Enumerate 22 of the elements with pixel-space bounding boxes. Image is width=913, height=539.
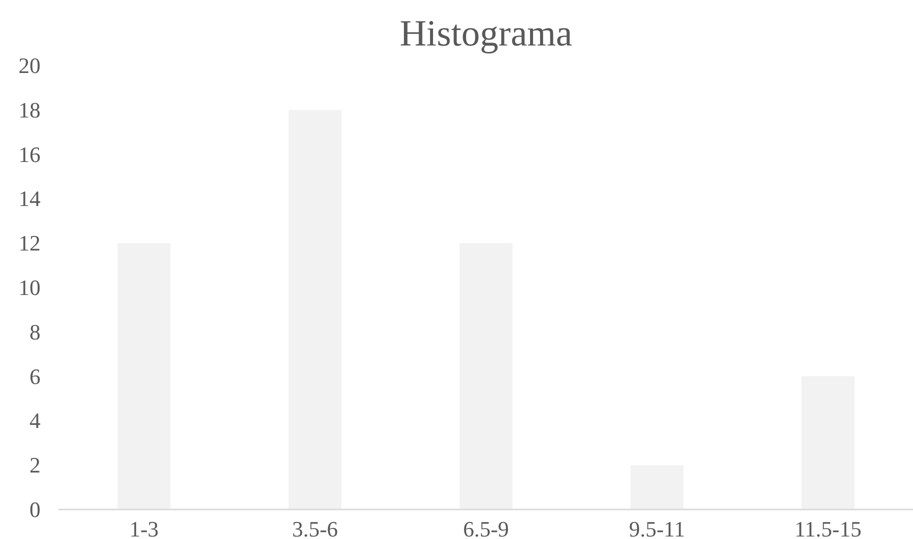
y-tick-label: 0 <box>30 497 40 522</box>
bar <box>801 376 855 510</box>
y-tick-label: 6 <box>30 364 40 389</box>
y-tick-label: 20 <box>18 53 40 78</box>
y-tick-label: 14 <box>18 186 40 212</box>
x-tick-label: 3.5-6 <box>292 516 338 539</box>
y-tick-label: 8 <box>30 319 40 344</box>
y-tick-label: 18 <box>18 97 40 122</box>
chart-title: Histograma <box>400 14 572 54</box>
y-tick-label: 4 <box>30 408 40 434</box>
y-tick-label: 12 <box>18 230 40 256</box>
bar <box>117 243 171 510</box>
y-tick-label: 2 <box>30 452 40 478</box>
y-tick-label: 16 <box>18 142 40 167</box>
x-tick-label: 1-3 <box>129 516 159 539</box>
x-tick-label: 6.5-9 <box>463 516 509 539</box>
x-tick-label: 11.5-15 <box>794 516 862 539</box>
y-tick-label: 10 <box>18 275 40 300</box>
bar <box>459 243 513 510</box>
x-tick-label: 9.5-11 <box>628 516 686 539</box>
bar <box>288 110 342 510</box>
bar <box>630 465 684 510</box>
